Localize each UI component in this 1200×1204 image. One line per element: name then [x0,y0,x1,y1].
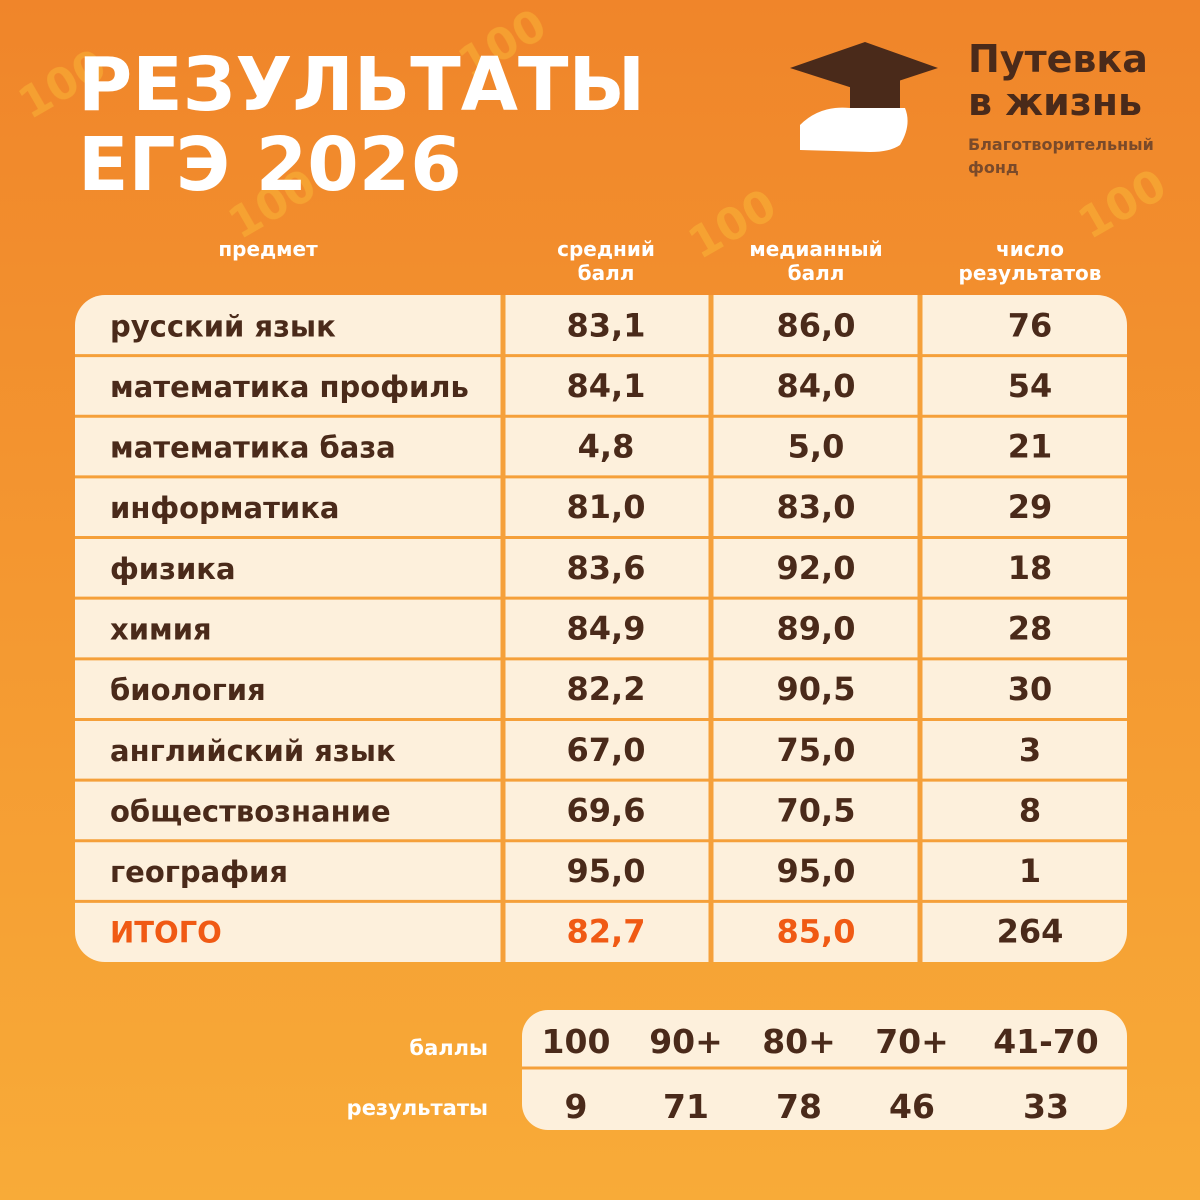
cell-value: 89,0 [777,610,856,648]
cell-value: 75,0 [777,731,856,769]
row-label: физика [110,552,236,586]
cell-value: 28 [1008,610,1053,648]
cell-value: 95,0 [777,852,856,890]
logo-name: в жизнь [968,80,1142,124]
score-count: 78 [776,1087,822,1126]
cell-value: 90,5 [777,670,856,708]
cell-value: 86,0 [777,306,856,344]
cell-value: 70,5 [777,791,856,829]
cell-value: 5,0 [788,428,845,466]
score-band: 41-70 [993,1022,1099,1061]
column-header: балл [788,261,845,285]
logo-subtitle: фонд [968,158,1019,177]
score-band: 90+ [649,1022,723,1061]
cell-value: 92,0 [777,549,856,587]
scores-bg [522,1010,1127,1130]
column-header: предмет [218,237,318,261]
logo-name: Путевка [968,37,1148,81]
score-band: 70+ [875,1022,949,1061]
column-header: средний [557,237,655,261]
column-header: балл [578,261,635,285]
score-count: 71 [663,1087,709,1126]
cell-value: 264 [997,913,1064,951]
cell-value: 8 [1019,791,1041,829]
cell-value: 69,6 [567,791,646,829]
scores-label: баллы [409,1036,488,1060]
cell-value: 4,8 [578,428,635,466]
cell-value: 84,1 [567,367,646,405]
cell-value: 85,0 [777,913,856,951]
cell-value: 76 [1008,306,1053,344]
row-label: химия [110,613,212,647]
row-label: ИТОГО [110,916,222,950]
cell-value: 84,0 [777,367,856,405]
cell-value: 82,7 [567,913,646,951]
score-band: 80+ [762,1022,836,1061]
cell-value: 95,0 [567,852,646,890]
logo-subtitle: Благотворительный [968,135,1154,154]
cell-value: 21 [1008,428,1053,466]
cell-value: 81,0 [567,488,646,526]
cell-value: 30 [1008,670,1053,708]
title-line: РЕЗУЛЬТАТЫ [78,42,645,128]
cell-value: 83,1 [567,306,646,344]
score-band: 100 [542,1022,611,1061]
cell-value: 1 [1019,852,1041,890]
score-count: 33 [1023,1087,1069,1126]
cell-value: 84,9 [567,610,646,648]
column-header: результатов [959,261,1102,285]
row-label: английский язык [110,734,396,768]
row-label: география [110,855,288,889]
row-label: биология [110,673,266,707]
column-header: число [996,237,1064,261]
row-label: информатика [110,491,339,525]
score-count: 46 [889,1087,935,1126]
table-bg [75,295,1127,962]
logo-icon [790,42,938,152]
row-label: русский язык [110,309,336,343]
cell-value: 18 [1008,549,1053,587]
row-label: обществознание [110,794,391,828]
title-line: ЕГЭ 2026 [78,122,462,208]
row-label: математика профиль [110,370,469,404]
row-label: математика база [110,431,396,465]
column-header: медианный [749,237,882,261]
cell-value: 83,6 [567,549,646,587]
cell-value: 83,0 [777,488,856,526]
scores-label: результаты [347,1096,488,1120]
cell-value: 3 [1019,731,1041,769]
cell-value: 29 [1008,488,1053,526]
cell-value: 67,0 [567,731,646,769]
cell-value: 82,2 [567,670,646,708]
cell-value: 54 [1008,367,1053,405]
score-count: 9 [565,1087,588,1126]
